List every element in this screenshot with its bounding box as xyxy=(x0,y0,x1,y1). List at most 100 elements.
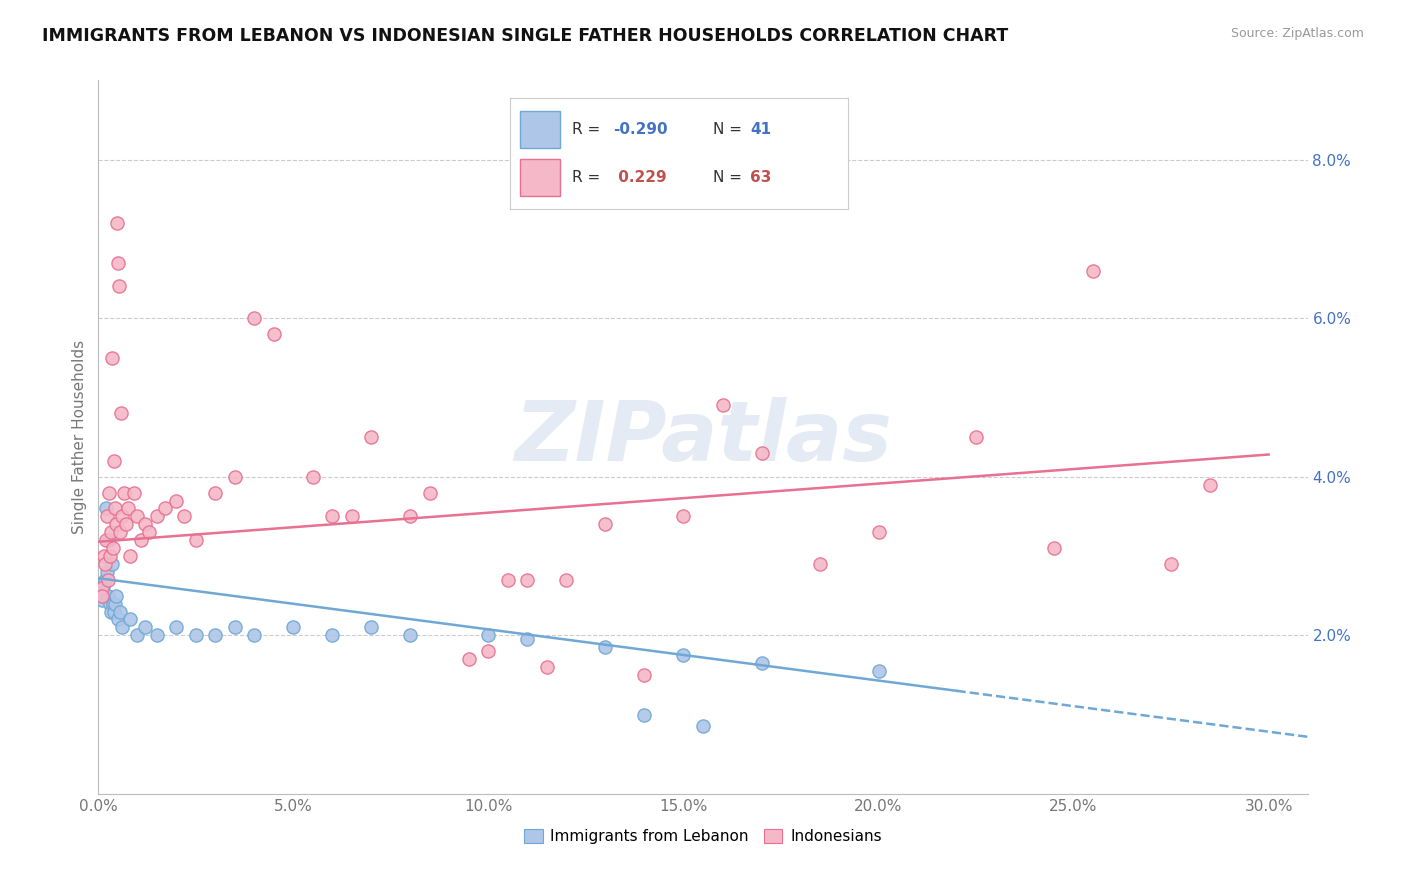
Point xyxy=(91,592,114,607)
Point xyxy=(110,406,132,420)
Point xyxy=(100,525,122,540)
Point xyxy=(117,501,139,516)
Point xyxy=(1160,557,1182,571)
Point xyxy=(96,565,118,579)
Point xyxy=(399,628,422,642)
Point xyxy=(90,581,112,595)
Point xyxy=(808,557,831,571)
Point xyxy=(477,628,499,642)
Point xyxy=(103,597,125,611)
Point xyxy=(458,652,481,666)
Point xyxy=(98,485,121,500)
Point xyxy=(111,509,134,524)
Point xyxy=(94,573,117,587)
Point xyxy=(114,517,136,532)
Point xyxy=(165,493,187,508)
Point xyxy=(96,501,118,516)
Point xyxy=(98,597,121,611)
Point xyxy=(107,612,129,626)
Point xyxy=(153,501,176,516)
Point xyxy=(477,644,499,658)
Point xyxy=(122,485,145,500)
Point xyxy=(146,628,169,642)
Point xyxy=(118,612,141,626)
Point xyxy=(97,589,120,603)
Point xyxy=(516,632,538,647)
Point xyxy=(89,589,111,603)
Point xyxy=(131,533,153,548)
Point xyxy=(134,517,156,532)
Point xyxy=(103,605,125,619)
Point xyxy=(224,620,246,634)
Point xyxy=(108,605,131,619)
Point xyxy=(91,589,114,603)
Point xyxy=(555,573,578,587)
Point xyxy=(100,605,122,619)
Point xyxy=(1043,541,1066,555)
Point xyxy=(96,533,118,548)
Y-axis label: Single Father Households: Single Father Households xyxy=(72,340,87,534)
Point xyxy=(104,501,127,516)
Point xyxy=(672,648,695,662)
Point xyxy=(104,517,127,532)
Point xyxy=(184,628,207,642)
Point xyxy=(536,660,558,674)
Point xyxy=(98,549,121,563)
Point xyxy=(1199,477,1222,491)
Point xyxy=(204,485,226,500)
Point xyxy=(321,628,343,642)
Point xyxy=(104,597,127,611)
Point xyxy=(595,517,617,532)
Point xyxy=(101,351,124,365)
Point xyxy=(751,446,773,460)
Point xyxy=(868,525,890,540)
Point xyxy=(105,216,128,230)
Point xyxy=(321,509,343,524)
Point xyxy=(108,525,131,540)
Point xyxy=(96,509,118,524)
Point xyxy=(751,656,773,670)
Point xyxy=(633,668,655,682)
Point xyxy=(93,549,115,563)
Point xyxy=(204,628,226,642)
Point xyxy=(1081,263,1104,277)
Point xyxy=(633,707,655,722)
Point xyxy=(965,430,987,444)
Point xyxy=(340,509,363,524)
Point xyxy=(399,509,422,524)
Point xyxy=(868,664,890,678)
Point xyxy=(360,430,382,444)
Point xyxy=(104,589,127,603)
Point xyxy=(94,557,117,571)
Point xyxy=(283,620,305,634)
Text: Source: ZipAtlas.com: Source: ZipAtlas.com xyxy=(1230,27,1364,40)
Point xyxy=(91,584,114,599)
Point xyxy=(111,620,134,634)
Point xyxy=(127,628,149,642)
Point xyxy=(595,640,617,655)
Point xyxy=(146,509,169,524)
Point xyxy=(103,454,125,468)
Point xyxy=(118,549,141,563)
Point xyxy=(134,620,156,634)
Legend: Immigrants from Lebanon, Indonesians: Immigrants from Lebanon, Indonesians xyxy=(519,823,887,850)
Point xyxy=(107,279,129,293)
Point xyxy=(173,509,195,524)
Point xyxy=(224,469,246,483)
Point xyxy=(243,311,266,326)
Point xyxy=(165,620,187,634)
Text: IMMIGRANTS FROM LEBANON VS INDONESIAN SINGLE FATHER HOUSEHOLDS CORRELATION CHART: IMMIGRANTS FROM LEBANON VS INDONESIAN SI… xyxy=(42,27,1008,45)
Point xyxy=(101,557,124,571)
Point xyxy=(97,573,120,587)
Point xyxy=(98,533,121,548)
Point xyxy=(360,620,382,634)
Point xyxy=(127,509,149,524)
Point xyxy=(93,576,115,591)
Point xyxy=(496,573,519,587)
Point xyxy=(184,533,207,548)
Point xyxy=(302,469,325,483)
Point xyxy=(90,581,112,595)
Point xyxy=(103,541,125,555)
Point xyxy=(419,485,441,500)
Text: ZIPatlas: ZIPatlas xyxy=(515,397,891,477)
